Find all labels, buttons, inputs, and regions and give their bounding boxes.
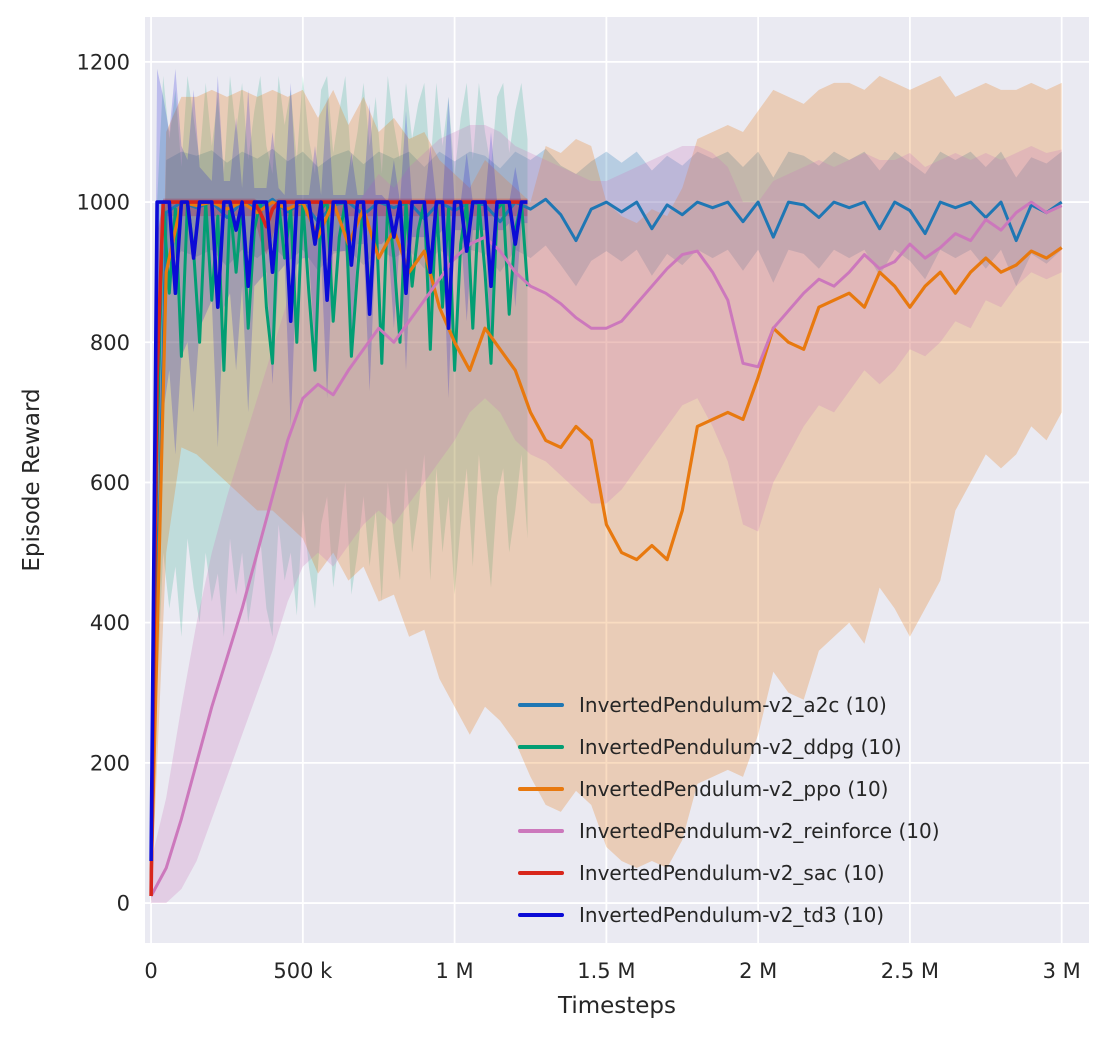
legend-label-td3: InvertedPendulum-v2_td3 (10) [579,903,885,927]
legend-label-a2c: InvertedPendulum-v2_a2c (10) [579,693,887,717]
legend-label-reinforce: InvertedPendulum-v2_reinforce (10) [579,819,940,843]
y-axis-label: Episode Reward [19,388,45,572]
series-line-5 [149,200,528,862]
y-tick-label: 1200 [77,50,130,74]
x-tick-label: 500 k [273,959,333,983]
legend-swatch-ppo [518,787,564,791]
y-tick-label: 400 [90,611,130,635]
legend-swatch-a2c [518,703,564,707]
y-tick-label: 200 [90,751,130,775]
legend-label-ppo: InvertedPendulum-v2_ppo (10) [579,777,889,801]
x-tick-label: 3 M [1043,959,1081,983]
y-tick-label: 600 [90,471,130,495]
legend-item-a2c: InvertedPendulum-v2_a2c (10) [518,684,940,726]
x-tick-label: 1.5 M [577,959,635,983]
legend-item-td3: InvertedPendulum-v2_td3 (10) [518,894,940,936]
legend-item-ppo: InvertedPendulum-v2_ppo (10) [518,768,940,810]
y-tick-label: 0 [117,892,130,916]
legend-item-ddpg: InvertedPendulum-v2_ddpg (10) [518,726,940,768]
legend-swatch-td3 [518,913,564,917]
x-tick-label: 1 M [436,959,474,983]
y-tick-label: 1000 [77,191,130,215]
legend-swatch-reinforce [518,829,564,833]
x-tick-label: 0 [144,959,157,983]
series-line-3 [149,200,1063,897]
legend-swatch-ddpg [518,745,564,749]
x-tick-label: 2 M [739,959,777,983]
legend-label-ddpg: InvertedPendulum-v2_ddpg (10) [579,735,902,759]
legend-item-sac: InvertedPendulum-v2_sac (10) [518,852,940,894]
series-line-1 [149,200,529,897]
legend: InvertedPendulum-v2_a2c (10) InvertedPen… [518,684,940,936]
legend-label-sac: InvertedPendulum-v2_sac (10) [579,861,885,885]
x-axis-label: Timesteps [557,993,677,1019]
legend-swatch-sac [518,871,564,875]
legend-item-reinforce: InvertedPendulum-v2_reinforce (10) [518,810,940,852]
x-tick-label: 2.5 M [881,959,939,983]
y-tick-label: 800 [90,331,130,355]
